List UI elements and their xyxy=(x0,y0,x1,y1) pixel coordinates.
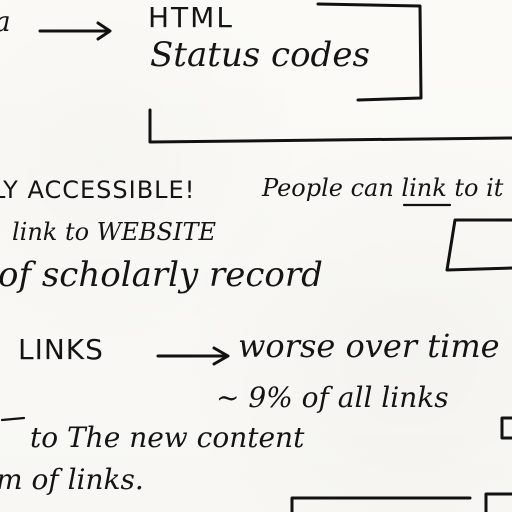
worse-over-time-text: worse over time xyxy=(238,327,500,365)
nine-percent-text: ~ 9% of all links xyxy=(216,381,449,414)
link-to-website-text: link to WEBSITE xyxy=(12,218,216,246)
accessible-heading: LY ACCESSIBLE! xyxy=(0,176,196,204)
links-heading: LINKS xyxy=(18,333,104,366)
bracket-line xyxy=(148,108,512,144)
scholarly-record-text: of scholarly record xyxy=(0,255,323,295)
status-box-outline xyxy=(316,2,423,102)
top-left-fragment: a xyxy=(0,8,11,36)
html-label: HTML xyxy=(148,1,234,34)
status-codes-label: Status codes xyxy=(150,35,370,75)
new-content-text: to The new content xyxy=(30,421,305,454)
left-tick-fragment xyxy=(0,416,26,422)
small-box-right xyxy=(500,416,512,440)
arrowhead-links-icon xyxy=(212,346,230,366)
bottom-box-fragment xyxy=(290,496,472,512)
bottom-right-box-fragment xyxy=(484,492,512,512)
right-box-fragment xyxy=(445,218,512,272)
people-can-link-text: People can link to it xyxy=(262,174,504,202)
arrowhead-top-icon xyxy=(96,21,112,41)
bottom-fragment-text: m of links. xyxy=(0,463,144,496)
